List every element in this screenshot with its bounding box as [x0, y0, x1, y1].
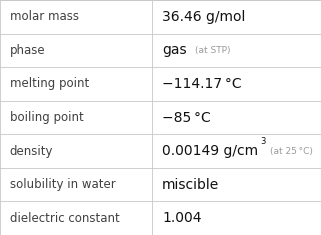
- Text: 1.004: 1.004: [162, 211, 202, 225]
- Text: density: density: [10, 145, 53, 158]
- Text: melting point: melting point: [10, 77, 89, 90]
- Text: miscible: miscible: [162, 178, 219, 192]
- Text: boiling point: boiling point: [10, 111, 83, 124]
- Text: phase: phase: [10, 44, 45, 57]
- Text: 36.46 g/mol: 36.46 g/mol: [162, 10, 246, 24]
- Text: 0.00149 g/cm: 0.00149 g/cm: [162, 144, 258, 158]
- Text: −85 °C: −85 °C: [162, 110, 211, 125]
- Text: (at STP): (at STP): [195, 46, 230, 55]
- Text: molar mass: molar mass: [10, 10, 79, 23]
- Text: dielectric constant: dielectric constant: [10, 212, 119, 225]
- Text: −114.17 °C: −114.17 °C: [162, 77, 242, 91]
- Text: (at 25 °C): (at 25 °C): [270, 147, 313, 156]
- Text: gas: gas: [162, 43, 187, 57]
- Text: 3: 3: [260, 137, 265, 146]
- Text: solubility in water: solubility in water: [10, 178, 115, 191]
